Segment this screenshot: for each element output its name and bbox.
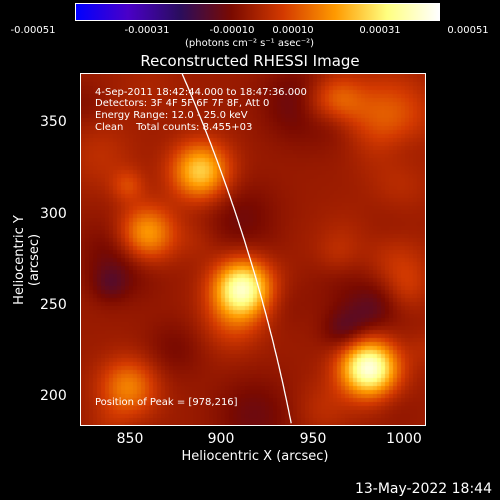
y-tick-label: 350	[40, 114, 67, 130]
x-tick-label: 1000	[386, 431, 422, 447]
plot-title: Reconstructed RHESSI Image	[140, 52, 360, 70]
colorbar-tick: 0.00010	[272, 25, 314, 36]
x-tick-label: 850	[116, 431, 144, 447]
info-time-range: 4-Sep-2011 18:42:44.000 to 18:47:36.000	[95, 87, 307, 98]
colorbar-tick: 0.00051	[447, 25, 489, 36]
heatmap-image	[81, 74, 425, 425]
y-axis-label: Heliocentric Y (arcsec)	[12, 215, 42, 305]
colorbar-tick: -0.00031	[124, 25, 170, 36]
solar-limb-line	[181, 74, 292, 424]
colorbar	[75, 3, 440, 21]
x-axis-label: Heliocentric X (arcsec)	[181, 449, 329, 464]
info-energy-range: Energy Range: 12.0 - 25.0 keV	[95, 110, 248, 121]
x-tick-label: 950	[299, 431, 327, 447]
colorbar-tick: -0.00051	[10, 25, 56, 36]
colorbar-units: (photons cm⁻² s⁻¹ asec⁻²)	[185, 38, 315, 49]
y-tick-label: 250	[40, 297, 67, 313]
image-plot	[80, 73, 426, 426]
y-tick-label: 300	[40, 206, 67, 222]
x-tick-label: 900	[207, 431, 235, 447]
solar-limb-curve	[181, 74, 292, 424]
y-tick-label: 200	[40, 388, 67, 404]
info-clean-counts: Clean Total counts: 8.455+03	[95, 122, 253, 133]
render-timestamp: 13-May-2022 18:44	[354, 481, 492, 497]
colorbar-tick: -0.00010	[209, 25, 255, 36]
info-detectors: Detectors: 3F 4F 5F 6F 7F 8F, Att 0	[95, 98, 270, 109]
peak-position: Position of Peak = [978,216]	[95, 397, 238, 408]
colorbar-tick: 0.00031	[359, 25, 401, 36]
